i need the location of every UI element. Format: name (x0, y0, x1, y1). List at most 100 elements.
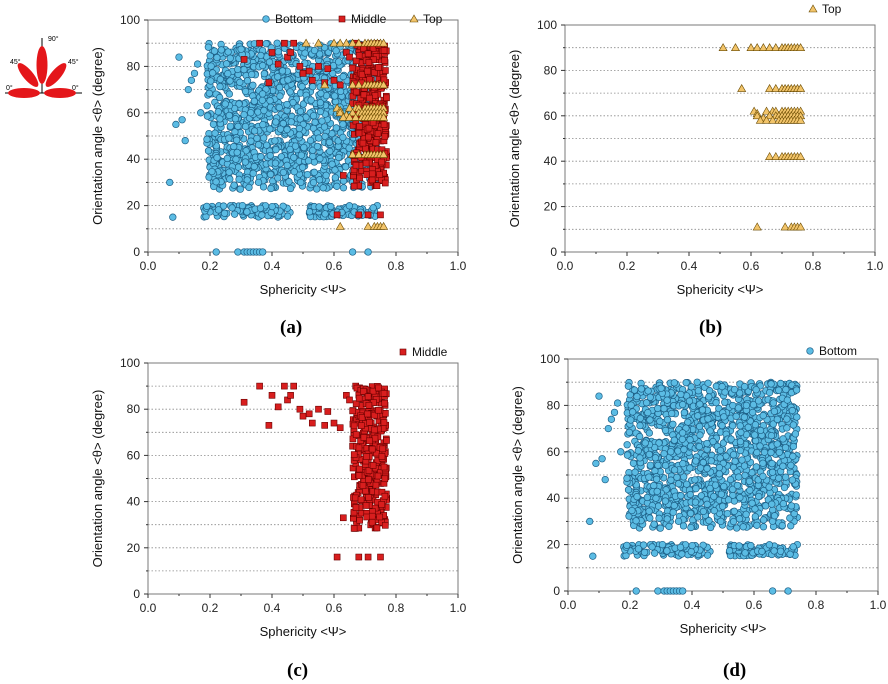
point-bottom (788, 406, 796, 415)
point-bottom (247, 109, 255, 117)
point-middle (359, 139, 367, 147)
point-bottom (309, 146, 317, 154)
point-bottom (221, 100, 229, 108)
point-bottom (230, 210, 239, 218)
x-tick-label: 0.4 (264, 259, 281, 273)
point-middle (365, 494, 372, 501)
point-bottom (627, 416, 635, 424)
point-bottom (203, 102, 211, 110)
x-tick-label: 0.8 (388, 601, 405, 615)
point-top (796, 152, 806, 160)
point-middle (363, 171, 370, 178)
point-bottom (296, 115, 304, 123)
point-bottom (342, 163, 350, 171)
point-bottom (348, 248, 357, 256)
point-bottom (339, 72, 347, 81)
point-bottom (325, 138, 334, 146)
point-bottom (746, 486, 754, 494)
point-bottom (271, 159, 280, 167)
point-bottom (645, 473, 653, 481)
point-bottom (309, 83, 317, 91)
point-bottom (290, 153, 298, 162)
point-bottom (604, 424, 612, 433)
point-bottom (759, 523, 768, 531)
point-bottom (745, 477, 754, 485)
point-bottom (226, 175, 234, 183)
point-bottom (776, 547, 785, 555)
point-middle (315, 405, 322, 413)
point-bottom (225, 134, 233, 142)
inset-ellipse-0-left (8, 88, 40, 98)
point-middle (357, 496, 365, 504)
point-bottom (721, 398, 729, 406)
point-bottom (332, 124, 340, 132)
point-bottom (309, 112, 318, 120)
point-bottom (216, 93, 224, 102)
point-middle (265, 422, 273, 429)
point-bottom (266, 125, 274, 133)
point-bottom (752, 386, 760, 394)
point-bottom (216, 115, 224, 123)
point-bottom (697, 492, 706, 500)
point-bottom (789, 543, 797, 551)
point-middle (290, 39, 298, 47)
point-middle (378, 158, 386, 166)
orientation-inset-glyph: 90° 45° 45° 0° 0° (5, 35, 82, 98)
point-middle (376, 171, 383, 178)
point-middle (352, 504, 360, 511)
point-bottom (181, 136, 189, 145)
x-tick-label: 0.2 (202, 601, 219, 615)
point-middle (362, 502, 370, 509)
point-middle (352, 88, 360, 96)
point-middle (268, 392, 276, 399)
point-bottom (364, 248, 372, 256)
point-bottom (663, 515, 671, 523)
point-bottom (204, 147, 213, 155)
point-bottom (716, 446, 725, 455)
y-tick-label: 20 (127, 541, 141, 555)
point-bottom (759, 459, 767, 467)
point-bottom (287, 118, 295, 126)
point-bottom (267, 184, 275, 193)
point-bottom (699, 507, 708, 516)
point-bottom (710, 507, 718, 515)
point-middle (349, 435, 357, 443)
point-bottom (241, 122, 250, 131)
point-bottom (754, 397, 763, 405)
point-bottom (650, 481, 658, 490)
point-bottom (668, 409, 676, 418)
point-middle (381, 57, 389, 64)
point-top (768, 115, 778, 124)
point-bottom (260, 106, 268, 115)
point-top (348, 80, 358, 89)
point-bottom (258, 96, 267, 104)
point-top (771, 83, 781, 92)
point-top (354, 38, 364, 47)
point-bottom (623, 451, 632, 459)
point-bottom (212, 178, 220, 186)
point-bottom (624, 382, 633, 390)
point-bottom (730, 507, 738, 515)
point-bottom (776, 379, 785, 388)
x-axis-label: Sphericity <Ψ> (680, 621, 767, 636)
point-top (796, 83, 806, 92)
point-bottom (235, 175, 243, 183)
point-bottom (327, 202, 335, 211)
point-bottom (686, 490, 694, 499)
point-bottom (240, 111, 248, 119)
y-tick-label: 60 (127, 448, 141, 462)
point-bottom (284, 76, 292, 84)
point-middle (350, 182, 358, 190)
point-bottom (249, 81, 257, 89)
point-middle (346, 396, 353, 404)
point-middle (371, 426, 378, 434)
point-bottom (729, 451, 738, 459)
point-top (737, 83, 747, 92)
point-top (329, 38, 339, 47)
data-points (240, 382, 390, 561)
x-tick-label: 0.6 (326, 601, 343, 615)
point-bottom (203, 202, 211, 211)
point-bottom (744, 423, 752, 431)
x-axis-label: Sphericity <Ψ> (260, 282, 347, 297)
point-middle (356, 174, 363, 182)
